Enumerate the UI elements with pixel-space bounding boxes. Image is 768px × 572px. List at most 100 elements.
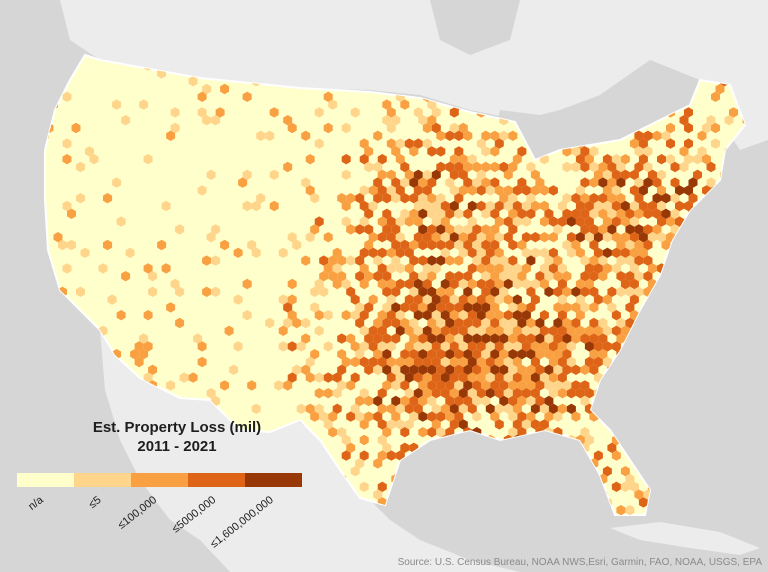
hex-cell	[346, 380, 356, 391]
hex-cell	[332, 403, 342, 414]
hex-cell	[143, 263, 153, 274]
hex-cell	[440, 247, 450, 258]
hex-cell	[530, 294, 540, 305]
hex-cell	[670, 177, 680, 188]
hex-cell	[472, 395, 482, 407]
hex-cell	[364, 146, 374, 157]
hex-cell	[148, 271, 158, 282]
hex-cell	[440, 356, 450, 368]
hex-cell	[503, 403, 513, 414]
hex-cell	[386, 278, 396, 290]
hex-cell	[634, 239, 644, 251]
hex-cell	[386, 169, 396, 180]
hex-cell	[688, 177, 698, 188]
hex-cell	[386, 450, 396, 461]
hex-cell	[481, 349, 491, 360]
hex-cell	[355, 395, 365, 407]
hex-cell	[485, 263, 495, 274]
hex-cell	[562, 302, 572, 313]
hex-cell	[463, 224, 473, 235]
hex-cell	[571, 317, 581, 329]
hex-cell	[684, 154, 693, 165]
hex-cell	[526, 380, 536, 391]
hex-cell	[616, 208, 626, 219]
hex-cell	[116, 216, 126, 227]
hex-cell	[566, 247, 576, 258]
hex-cell	[499, 317, 509, 329]
hex-cell	[386, 107, 396, 118]
hex-cell	[593, 263, 603, 274]
hex-cell	[148, 364, 158, 375]
hex-cell	[292, 364, 302, 375]
hex-cell	[643, 239, 653, 251]
hex-cell	[382, 99, 392, 110]
hex-cell	[526, 286, 536, 297]
hex-cell	[440, 232, 450, 243]
hex-cell	[431, 200, 441, 212]
hex-cell	[364, 161, 374, 173]
hex-cell	[458, 341, 468, 352]
hex-cell	[323, 310, 333, 321]
hex-cell	[386, 232, 396, 243]
hex-cell	[593, 200, 603, 212]
hex-cell	[359, 278, 369, 290]
hex-cell	[391, 177, 401, 188]
hex-cell	[607, 193, 617, 204]
hex-cell	[485, 232, 495, 243]
hex-cell	[139, 99, 149, 110]
legend-swatch-le100000	[131, 473, 188, 487]
hex-cell	[418, 224, 428, 235]
hex-cell	[436, 130, 446, 141]
hex-cell	[589, 349, 599, 360]
hex-cell	[220, 380, 230, 391]
hex-cell	[269, 169, 279, 180]
hex-cell	[634, 271, 644, 282]
hex-cell	[634, 208, 644, 219]
hex-cell	[535, 333, 545, 344]
hex-cell	[53, 232, 63, 243]
hex-cell	[584, 200, 594, 212]
hex-cell	[323, 419, 333, 430]
hex-cell	[724, 115, 734, 126]
hex-cell	[517, 411, 527, 422]
hex-cell	[490, 333, 500, 344]
hex-cell	[598, 349, 608, 360]
hex-cell	[602, 325, 612, 336]
hex-cell	[643, 161, 653, 173]
hex-cell	[62, 154, 72, 165]
hex-cell	[413, 403, 423, 414]
hex-cell	[575, 200, 585, 212]
hex-cell	[580, 380, 590, 391]
hex-cell	[458, 356, 468, 368]
hex-cell	[427, 364, 437, 375]
hex-cell	[454, 193, 464, 204]
hex-cell	[251, 247, 261, 258]
hex-cell	[143, 372, 153, 383]
hex-cell	[242, 310, 252, 321]
hex-cell	[233, 294, 243, 305]
hex-cell	[341, 278, 351, 290]
hex-cell	[112, 99, 122, 110]
hex-cell	[652, 177, 662, 188]
hex-cell	[580, 255, 590, 266]
hex-cell	[283, 380, 293, 391]
hex-cell	[638, 247, 648, 258]
hex-cell	[675, 185, 684, 196]
hex-cell	[467, 278, 477, 290]
hex-cell	[580, 146, 590, 157]
hex-cell	[512, 263, 522, 274]
hex-cell	[490, 364, 500, 375]
hex-cell	[566, 356, 576, 368]
hex-cell	[490, 224, 500, 235]
hex-cell	[323, 91, 333, 102]
hex-cell	[485, 341, 495, 352]
hex-cell	[562, 286, 572, 297]
hex-cell	[314, 403, 324, 414]
hex-cell	[575, 247, 585, 258]
hex-cell	[593, 325, 603, 336]
hex-cell	[611, 169, 621, 180]
hex-cell	[431, 419, 441, 430]
hex-cell	[499, 271, 509, 282]
hex-cell	[503, 341, 513, 352]
